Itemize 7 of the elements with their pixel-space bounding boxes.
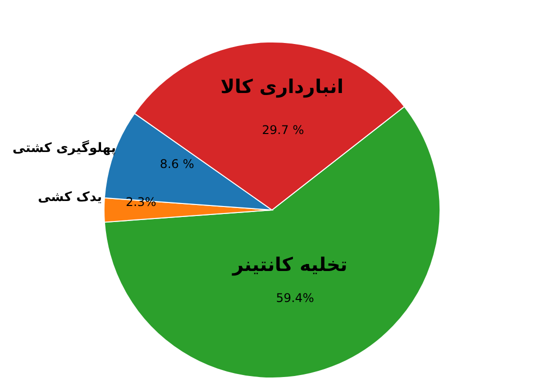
data-label: 59.4%	[276, 291, 314, 305]
slice-label: تخلیه کانتینر	[232, 254, 348, 276]
slice-label: یدک کشی	[38, 190, 102, 205]
data-label: 8.6 %	[160, 157, 194, 171]
slice-label: پهلوگیری کشتی	[12, 140, 116, 156]
slice-label: انبارداری کالا	[220, 76, 344, 98]
data-label: 29.7 %	[262, 123, 304, 137]
